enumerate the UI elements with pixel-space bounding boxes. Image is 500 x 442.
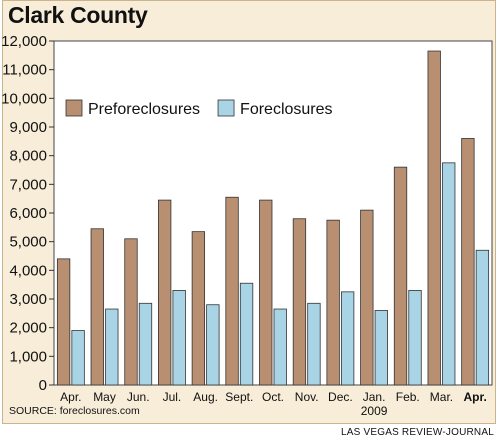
bar-foreclosures bbox=[172, 289, 186, 386]
bar-foreclosures bbox=[475, 249, 490, 386]
bar-preforeclosures bbox=[461, 138, 475, 386]
bar-preforeclosures bbox=[225, 196, 239, 386]
bar-foreclosures bbox=[307, 302, 321, 386]
bar-preforeclosures bbox=[393, 166, 408, 386]
y-tick-label: 6,000 bbox=[9, 205, 47, 222]
x-tick-label: Apr. bbox=[463, 390, 486, 404]
legend-swatch-foreclosures bbox=[217, 99, 235, 117]
bar-preforeclosures bbox=[191, 231, 206, 386]
x-tick-label: Jan. bbox=[363, 390, 386, 404]
bar-preforeclosures bbox=[90, 228, 104, 386]
y-tick-label: 8,000 bbox=[9, 148, 47, 165]
y-tick-label: 0 bbox=[39, 377, 47, 394]
y-tick-label: 7,000 bbox=[9, 176, 47, 193]
bar-foreclosures bbox=[206, 304, 220, 386]
x-tick-label: Oct. bbox=[262, 390, 284, 404]
bar-preforeclosures bbox=[56, 258, 71, 386]
chart-title: Clark County bbox=[8, 2, 148, 28]
bar-foreclosures bbox=[105, 308, 119, 386]
x-tick-label: Sept. bbox=[225, 390, 253, 404]
bar-foreclosures bbox=[71, 330, 85, 386]
y-tick-label: 3,000 bbox=[9, 291, 47, 308]
bar-preforeclosures bbox=[326, 219, 340, 386]
bar-preforeclosures bbox=[124, 238, 138, 386]
publisher-credit: LAS VEGAS REVIEW-JOURNAL bbox=[341, 427, 494, 438]
legend-swatch-preforeclosures bbox=[65, 99, 83, 117]
y-tick-label: 2,000 bbox=[9, 320, 47, 337]
y-tick-label: 5,000 bbox=[9, 234, 47, 251]
bar-foreclosures bbox=[408, 289, 422, 386]
y-tick-label: 9,000 bbox=[9, 119, 47, 136]
y-tick-label: 11,000 bbox=[2, 62, 47, 79]
legend-label-preforeclosures: Preforeclosures bbox=[88, 101, 200, 118]
bar-preforeclosures bbox=[292, 218, 307, 386]
bar-foreclosures bbox=[138, 302, 153, 386]
x-tick-label: Aug. bbox=[193, 390, 218, 404]
source-note: SOURCE: foreclosures.com bbox=[9, 405, 140, 417]
x-tick-label: Apr. bbox=[60, 390, 81, 404]
bar-foreclosures bbox=[273, 308, 287, 386]
legend-label-foreclosures: Foreclosures bbox=[240, 101, 332, 118]
x-tick-label: Jul. bbox=[163, 390, 182, 404]
y-tick-label: 1,000 bbox=[9, 348, 47, 365]
y-tick-label: 10,000 bbox=[1, 90, 47, 107]
bar-preforeclosures bbox=[259, 199, 273, 386]
bar-preforeclosures bbox=[158, 199, 172, 386]
y-tick-label: 4,000 bbox=[9, 262, 47, 279]
x-year-label: 2009 bbox=[361, 404, 388, 418]
bar-preforeclosures bbox=[360, 209, 374, 386]
y-tick-label: 12,000 bbox=[1, 33, 47, 50]
x-tick-label: May bbox=[93, 390, 116, 404]
plot-area bbox=[53, 40, 493, 386]
bar-foreclosures bbox=[340, 291, 355, 386]
bar-foreclosures bbox=[442, 162, 456, 386]
bar-preforeclosures bbox=[427, 50, 441, 386]
x-tick-label: Mar. bbox=[430, 390, 453, 404]
bar-foreclosures bbox=[239, 282, 254, 386]
x-tick-label: Nov. bbox=[295, 390, 319, 404]
x-tick-label: Jun. bbox=[127, 390, 150, 404]
x-tick-label: Feb. bbox=[396, 390, 420, 404]
x-tick-label: Dec. bbox=[328, 390, 353, 404]
bar-foreclosures bbox=[374, 310, 388, 386]
